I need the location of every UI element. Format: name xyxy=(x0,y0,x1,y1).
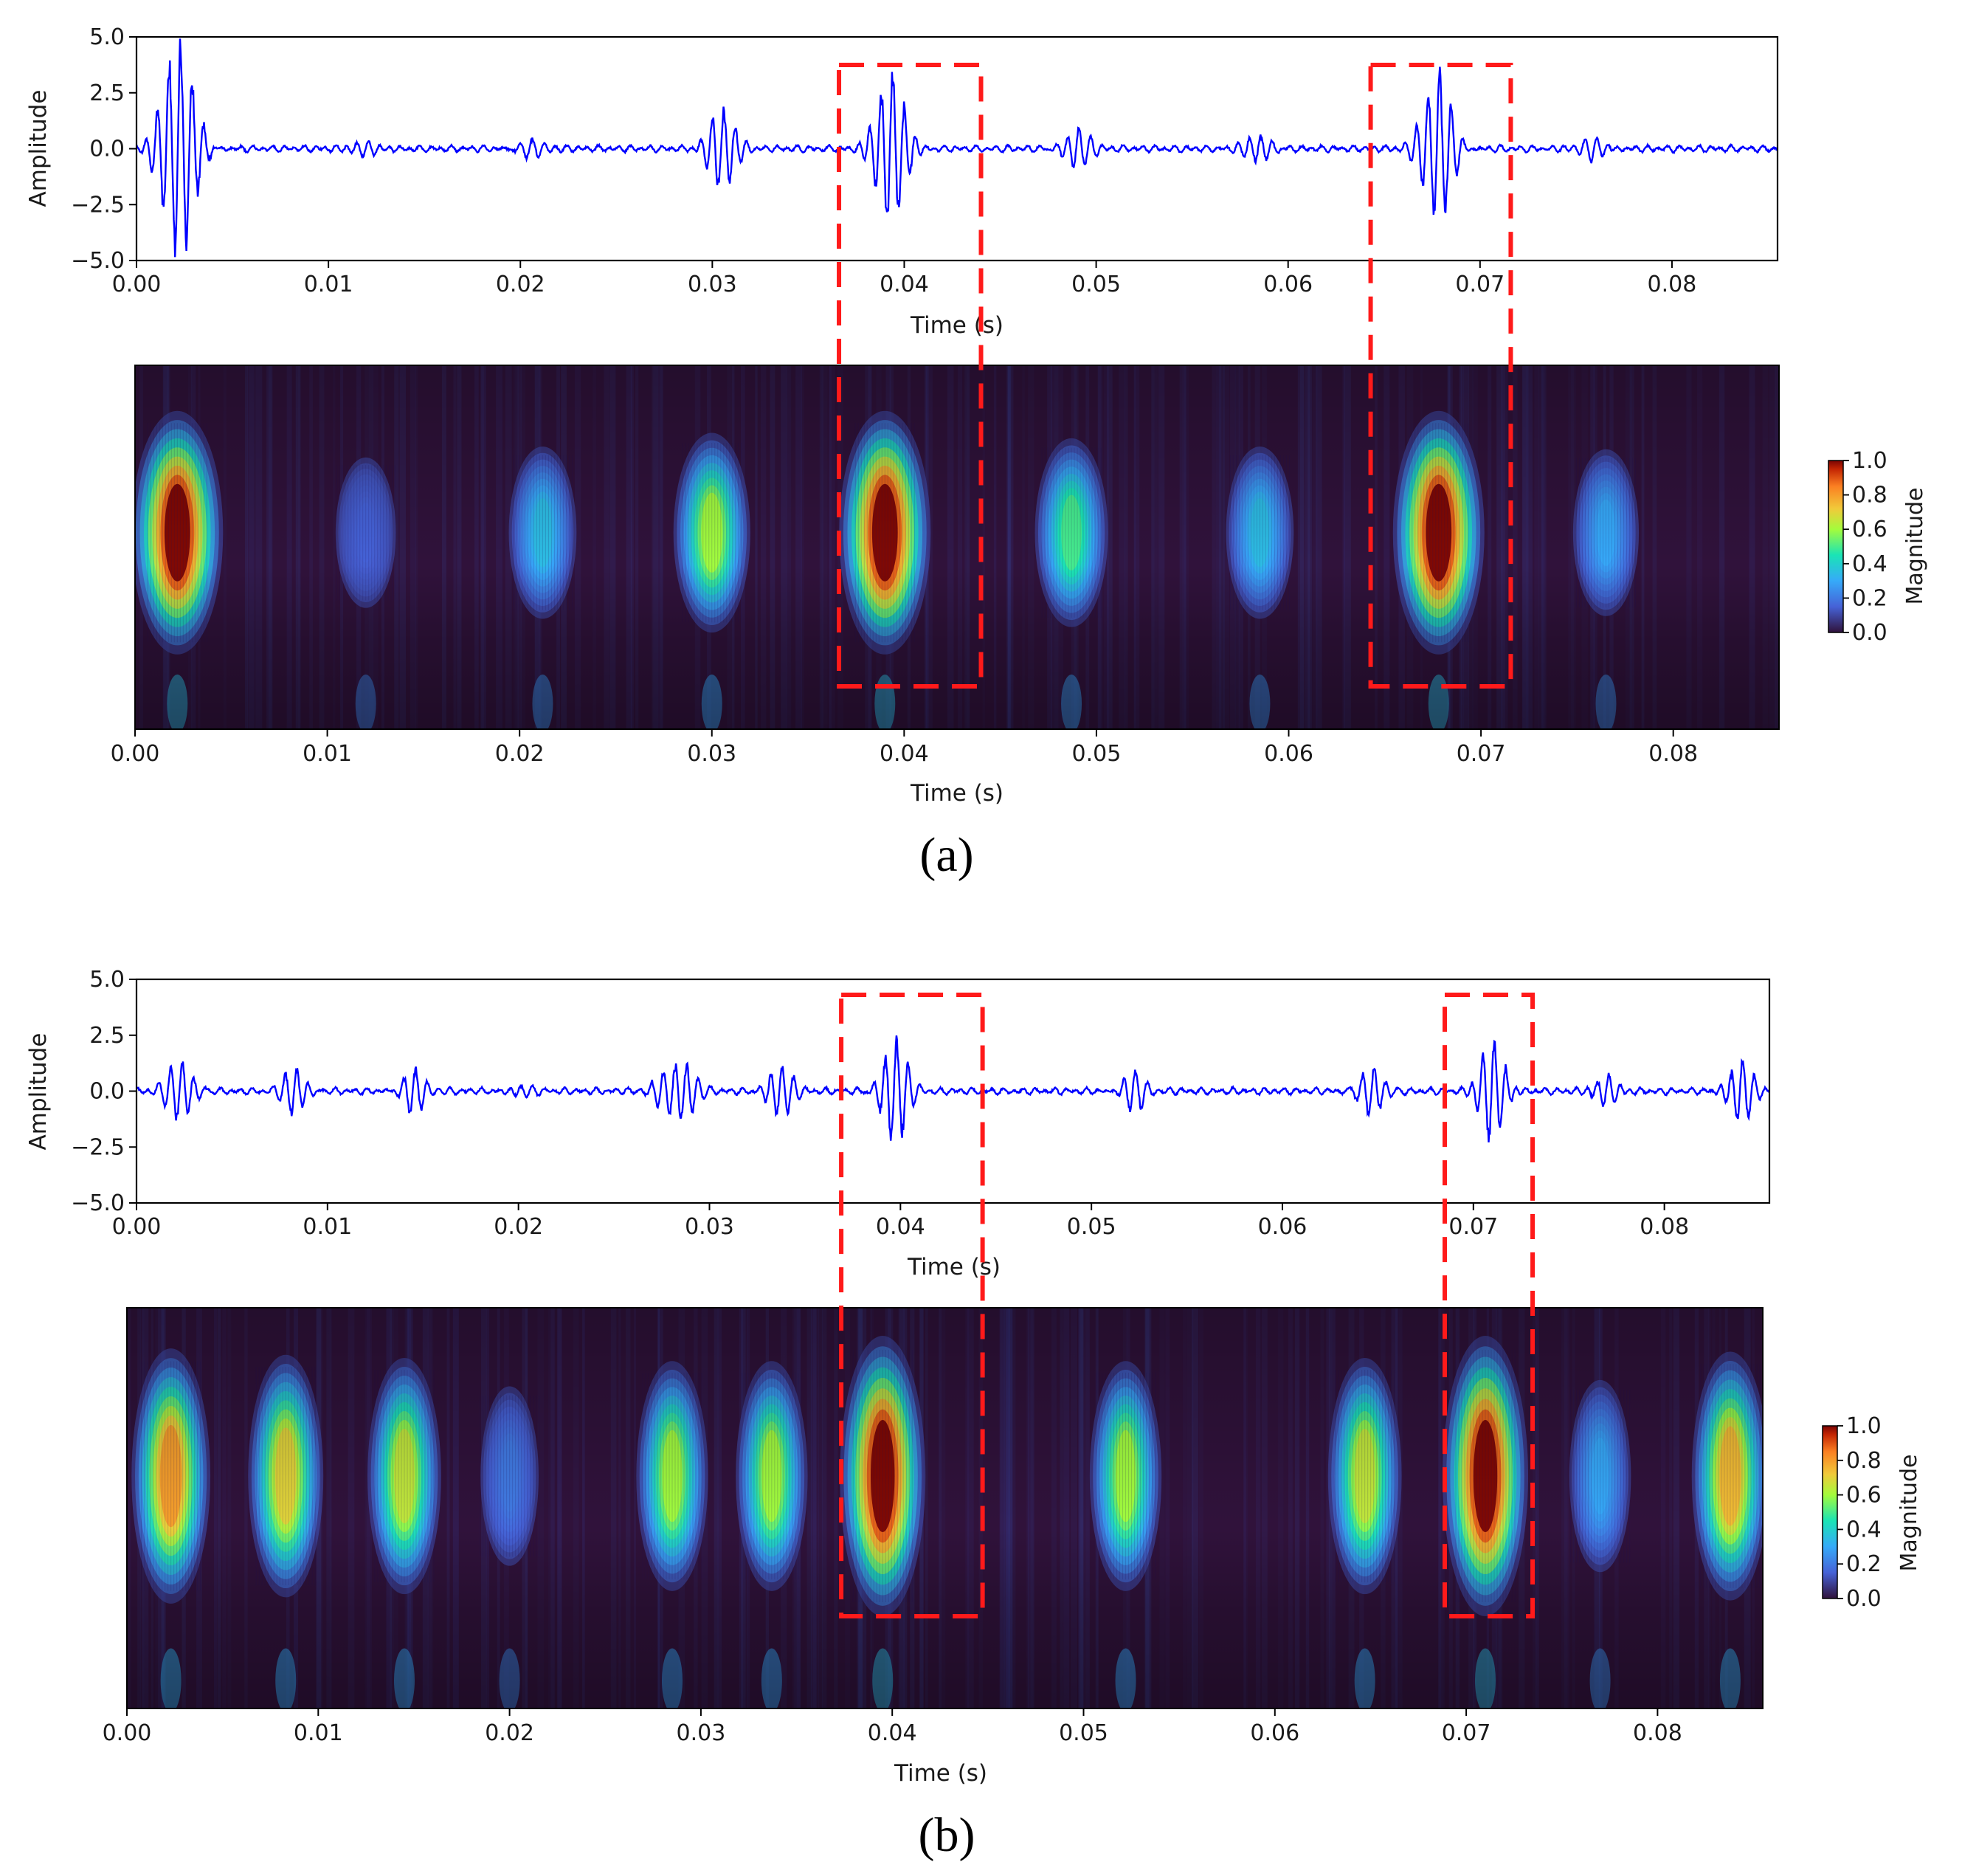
panel-b-signal-xlabel: Time (s) xyxy=(907,1254,1001,1280)
panel-a-scalogram: 0.00 0.01 0.02 0.03 0.04 0.05 0.06 0.07 0.08 Tim… xyxy=(111,365,1928,807)
panel-b-scalogram-xtick-label: 0.02 xyxy=(485,1720,534,1746)
panel-b-colorbar-tick-label: 0.2 xyxy=(1846,1551,1882,1577)
panel-a-colorbar xyxy=(1828,460,1844,633)
panel-b-signal-xtick-label: 0.05 xyxy=(1067,1214,1116,1240)
panel-b-signal-xtick-label: 0.08 xyxy=(1640,1214,1689,1240)
panel-a-scalogram-xtick-label: 0.04 xyxy=(880,741,929,767)
panel-b-signal-xtick-label: 0.06 xyxy=(1258,1214,1308,1240)
panel-b-signal-xtick-label: 0.00 xyxy=(112,1214,162,1240)
panel-b-scalogram-xtick-label: 0.07 xyxy=(1442,1720,1491,1746)
panel-b-highlight-boxes xyxy=(839,993,1536,1618)
panel-b-scalogram-xtick-label: 0.00 xyxy=(103,1720,152,1746)
panel-b-signal-xtick-label: 0.01 xyxy=(303,1214,352,1240)
panel-a-signal-xtick-label: 0.05 xyxy=(1071,272,1121,297)
panel-b-signal-ytick-label: −5.0 xyxy=(71,1190,125,1216)
panel-a-signal-xtick-label: 0.08 xyxy=(1648,272,1697,297)
panel-a-colorbar-tick-label: 0.2 xyxy=(1852,585,1887,611)
panel-b-signal-ytick-label: −2.5 xyxy=(71,1134,125,1160)
panel-b-colorbar xyxy=(1822,1425,1838,1599)
panel-b-scalogram-xtick-label: 0.01 xyxy=(294,1720,343,1746)
panel-a-scalogram-xlabel: Time (s) xyxy=(910,780,1004,807)
panel-a-scalogram-xtick-label: 0.06 xyxy=(1264,741,1313,767)
panel-b-signal-ytick-label: 2.5 xyxy=(89,1023,125,1049)
panel-a-caption: (a) xyxy=(919,828,973,882)
panel-a-scalogram-xtick-label: 0.07 xyxy=(1457,741,1506,767)
panel-b-signal-xtick-label: 0.07 xyxy=(1448,1214,1498,1240)
panel-a-colorbar-label: Magnitude xyxy=(1902,488,1928,605)
panel-a-scalogram-frame xyxy=(134,365,1780,730)
panel-a-scalogram-xtick-label: 0.03 xyxy=(687,741,736,767)
panel-b-scalogram-xtick-label: 0.05 xyxy=(1059,1720,1108,1746)
panel-b-signal-line xyxy=(137,1035,1769,1142)
panel-a-signal-plot: 0.00 0.01 0.02 0.03 0.04 0.05 0.06 0.07 0.08 5.0 2… xyxy=(25,24,1779,339)
panel-b-colorbar-tick-label: 0.6 xyxy=(1846,1483,1882,1508)
panel-b-signal-ylabel: Amplitude xyxy=(25,1033,52,1151)
panel-a-colorbar-tick-label: 0.8 xyxy=(1852,483,1887,508)
panel-a-scalogram-xtick-label: 0.00 xyxy=(111,741,160,767)
panel-a-signal-line xyxy=(137,38,1778,258)
panel-b-signal-xtick-label: 0.04 xyxy=(876,1214,925,1240)
panel-b-colorbar-tick-label: 1.0 xyxy=(1846,1413,1882,1439)
panel-a-highlight-boxes xyxy=(837,63,1513,689)
panel-b-signal-xtick-label: 0.02 xyxy=(494,1214,543,1240)
panel-a-colorbar-tick-label: 0.0 xyxy=(1852,620,1887,646)
panel-b-scalogram-xtick-label: 0.06 xyxy=(1250,1720,1299,1746)
panel-a-signal-ytick-label: 5.0 xyxy=(89,24,125,50)
panel-a-signal-xtick-label: 0.03 xyxy=(688,272,737,297)
panel-b-scalogram-xlabel: Time (s) xyxy=(894,1760,987,1787)
panel-b-scalogram-xtick-label: 0.08 xyxy=(1633,1720,1682,1746)
panel-b-scalogram: 0.00 0.01 0.02 0.03 0.04 0.05 0.06 0.07 0.08 Tim… xyxy=(103,1307,1922,1787)
panel-b-signal-ytick-label: 5.0 xyxy=(89,967,125,993)
panel-a-signal-ytick-label: −2.5 xyxy=(71,192,125,218)
panel-a-signal-xtick-label: 0.06 xyxy=(1263,272,1313,297)
panel-a-signal-ytick-label: 0.0 xyxy=(89,137,125,162)
panel-b-scalogram-frame xyxy=(126,1307,1764,1709)
panel-b-colorbar-label: Magnitude xyxy=(1896,1455,1922,1572)
panel-a-signal-xlabel: Time (s) xyxy=(910,312,1004,339)
panel-a-signal-xtick-label: 0.00 xyxy=(112,272,162,297)
panel-a-signal-xtick-label: 0.02 xyxy=(496,272,545,297)
panel-b-signal-ytick-label: 0.0 xyxy=(89,1079,125,1105)
panel-b-signal-plot: 0.00 0.01 0.02 0.03 0.04 0.05 0.06 0.07 0.08 5.0 2… xyxy=(25,967,1771,1280)
panel-b-colorbar-tick-label: 0.4 xyxy=(1846,1517,1882,1542)
panel-a-colorbar-tick-label: 1.0 xyxy=(1852,448,1887,474)
panel-a-signal-xtick-label: 0.04 xyxy=(880,272,929,297)
panel-b-colorbar-tick-label: 0.8 xyxy=(1846,1448,1882,1474)
panel-a-scalogram-xtick-label: 0.02 xyxy=(495,741,545,767)
panel-b-highlight-box xyxy=(1442,993,1536,1618)
panel-a-scalogram-xtick-label: 0.08 xyxy=(1648,741,1698,767)
panel-a-signal-xtick-label: 0.07 xyxy=(1455,272,1505,297)
panel-a-highlight-box xyxy=(1368,63,1513,689)
panel-a-signal-ytick-label: −5.0 xyxy=(71,248,125,274)
panel-a-colorbar-tick-label: 0.6 xyxy=(1852,517,1887,542)
panel-b-signal-xtick-label: 0.03 xyxy=(685,1214,734,1240)
panel-b-colorbar-tick-label: 0.0 xyxy=(1846,1586,1882,1612)
panel-a-signal-xtick-label: 0.01 xyxy=(304,272,353,297)
panel-b-scalogram-xtick-label: 0.03 xyxy=(676,1720,725,1746)
panel-b-caption: (b) xyxy=(919,1808,975,1862)
panel-a-signal-ytick-label: 2.5 xyxy=(89,80,125,106)
panel-a-scalogram-xtick-label: 0.05 xyxy=(1072,741,1122,767)
panel-a-colorbar-tick-label: 0.4 xyxy=(1852,551,1887,577)
panel-a-scalogram-xtick-label: 0.01 xyxy=(303,741,352,767)
panel-a-signal-ylabel: Amplitude xyxy=(25,90,52,207)
panel-b-scalogram-xtick-label: 0.04 xyxy=(868,1720,917,1746)
